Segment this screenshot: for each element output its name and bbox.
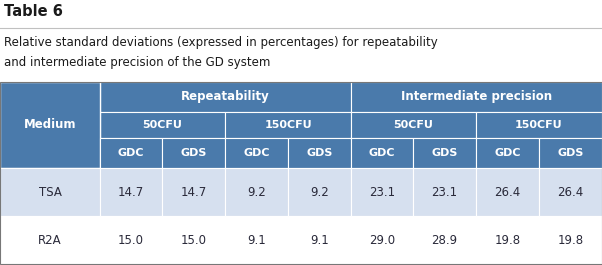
Text: 23.1: 23.1 (369, 186, 395, 198)
Text: 26.4: 26.4 (557, 186, 583, 198)
Text: 29.0: 29.0 (369, 233, 395, 246)
Text: 150CFU: 150CFU (515, 120, 563, 130)
Text: R2A: R2A (38, 233, 62, 246)
Text: 28.9: 28.9 (432, 233, 458, 246)
Text: 15.0: 15.0 (118, 233, 144, 246)
Text: 23.1: 23.1 (432, 186, 458, 198)
Text: GDS: GDS (431, 148, 458, 158)
Text: 19.8: 19.8 (557, 233, 583, 246)
Text: 15.0: 15.0 (181, 233, 206, 246)
Text: GDC: GDC (369, 148, 396, 158)
Text: 50CFU: 50CFU (394, 120, 433, 130)
Text: Repeatability: Repeatability (181, 91, 270, 104)
Text: 26.4: 26.4 (494, 186, 521, 198)
Text: GDC: GDC (118, 148, 144, 158)
Text: 9.1: 9.1 (310, 233, 329, 246)
Text: 14.7: 14.7 (118, 186, 144, 198)
Text: 150CFU: 150CFU (264, 120, 312, 130)
Text: 9.1: 9.1 (247, 233, 266, 246)
Text: 50CFU: 50CFU (143, 120, 182, 130)
Text: GDC: GDC (494, 148, 521, 158)
Text: 19.8: 19.8 (494, 233, 521, 246)
Text: Table 6: Table 6 (4, 4, 63, 19)
Text: 9.2: 9.2 (310, 186, 329, 198)
Text: GDS: GDS (557, 148, 584, 158)
Text: GDS: GDS (306, 148, 333, 158)
Text: TSA: TSA (39, 186, 61, 198)
Text: GDS: GDS (181, 148, 206, 158)
Text: Relative standard deviations (expressed in percentages) for repeatability: Relative standard deviations (expressed … (4, 36, 438, 49)
Text: Intermediate precision: Intermediate precision (401, 91, 552, 104)
Text: GDC: GDC (243, 148, 270, 158)
Text: 9.2: 9.2 (247, 186, 266, 198)
Text: Medium: Medium (23, 118, 76, 131)
Text: 14.7: 14.7 (181, 186, 206, 198)
Text: and intermediate precision of the GD system: and intermediate precision of the GD sys… (4, 56, 270, 69)
